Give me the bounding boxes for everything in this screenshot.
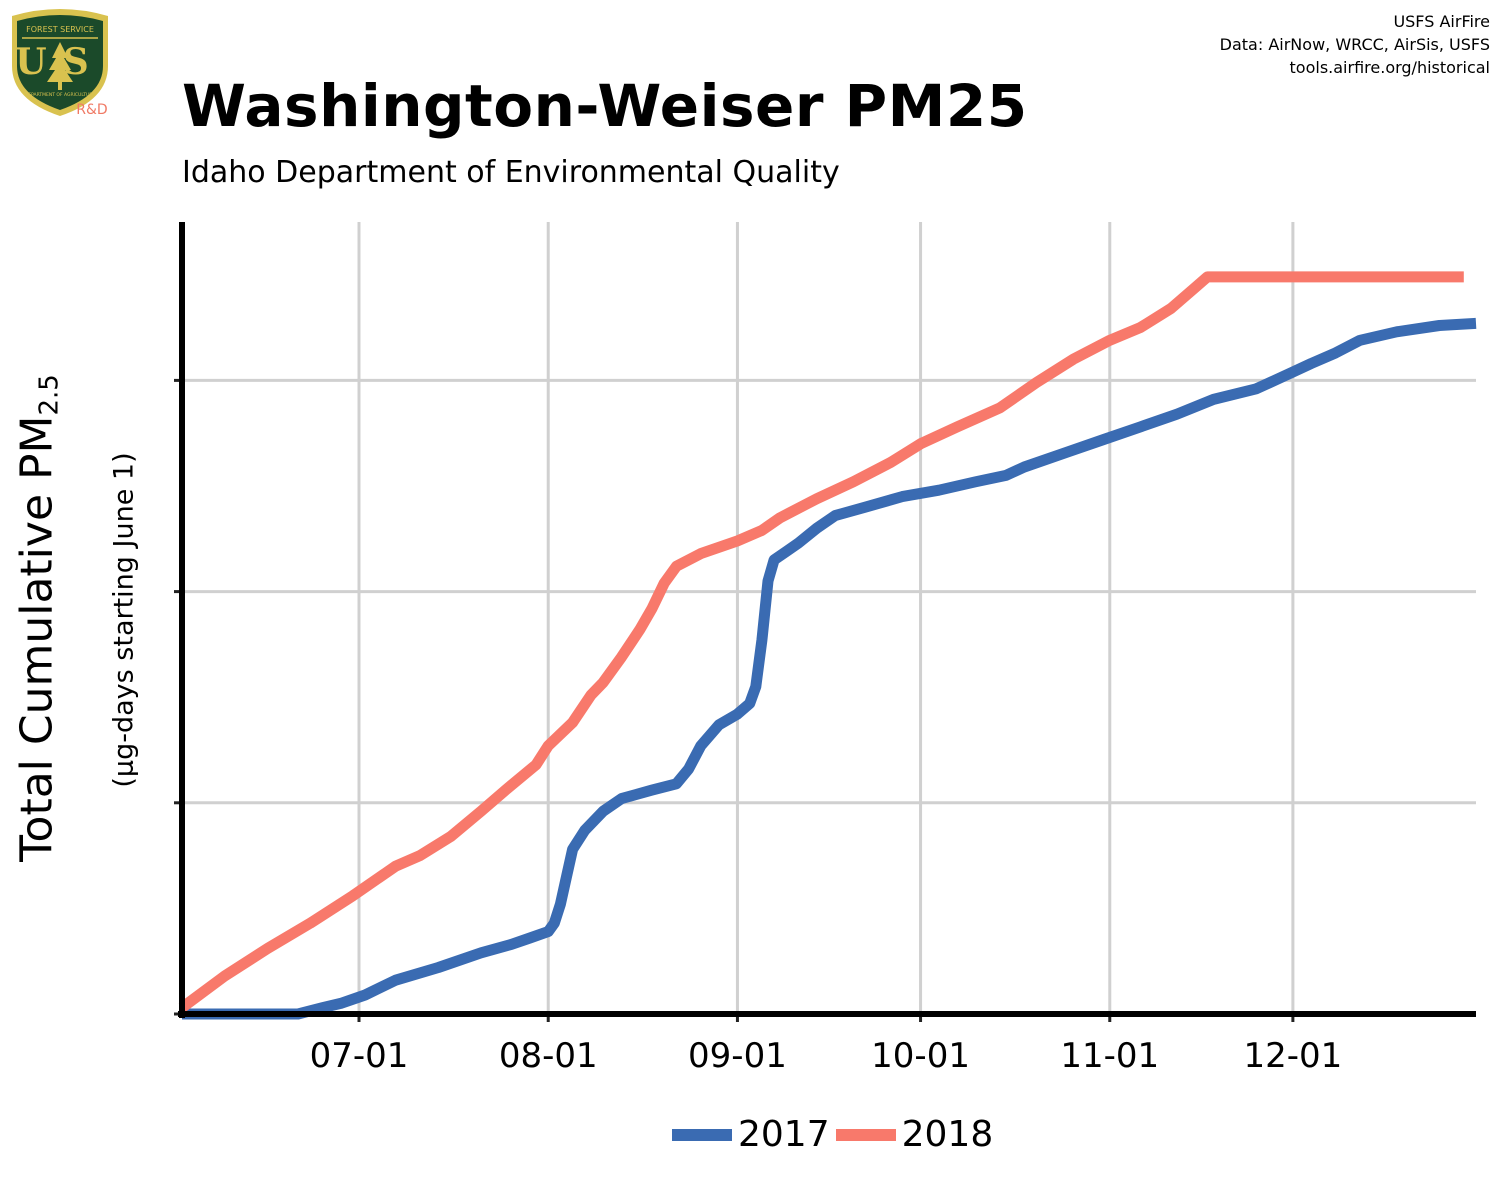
x-tick-label: 09-01 bbox=[688, 1036, 787, 1076]
logo-bottom-text: DEPARTMENT OF AGRICULTURE bbox=[25, 92, 96, 98]
legend-label-2017: 2017 bbox=[738, 1114, 830, 1155]
legend-swatch-2018 bbox=[835, 1128, 896, 1141]
x-tick-label: 11-01 bbox=[1060, 1036, 1159, 1076]
legend-item-2017: 2017 bbox=[672, 1114, 830, 1155]
credit-line-data: Data: AirNow, WRCC, AirSis, USFS bbox=[1219, 35, 1490, 54]
credit-line-org: USFS AirFire bbox=[1393, 12, 1490, 31]
x-tick-label: 08-01 bbox=[499, 1036, 598, 1076]
x-tick-label: 07-01 bbox=[310, 1036, 409, 1076]
legend-label-2018: 2018 bbox=[901, 1114, 994, 1155]
chart-title: Washington-Weiser PM25 bbox=[182, 72, 1028, 140]
logo-top-text: FOREST SERVICE bbox=[26, 25, 94, 34]
grid-lines bbox=[182, 222, 1476, 1014]
chart-subtitle: Idaho Department of Environmental Qualit… bbox=[182, 155, 840, 190]
legend: 2017 2018 bbox=[672, 1114, 999, 1155]
credit-line-url: tools.airfire.org/historical bbox=[1289, 58, 1490, 77]
logo-rd-text: R&D bbox=[76, 102, 107, 118]
legend-item-2018: 2018 bbox=[835, 1114, 994, 1155]
x-tick-label: 10-01 bbox=[871, 1036, 970, 1076]
x-tick-label: 12-01 bbox=[1243, 1036, 1342, 1076]
series-line-2018 bbox=[178, 271, 1464, 1013]
series-line-2017 bbox=[182, 317, 1477, 1020]
series-lines bbox=[178, 271, 1477, 1020]
usfs-shield-logo: US FOREST SERVICE DEPARTMENT OF AGRICULT… bbox=[12, 9, 108, 118]
legend-swatch-2017 bbox=[672, 1128, 732, 1141]
credits: USFS AirFire Data: AirNow, WRCC, AirSis,… bbox=[1220, 10, 1490, 79]
axes bbox=[174, 222, 1476, 1022]
x-tick-labels: 07-01 08-01 09-01 10-01 11-01 12-01 bbox=[310, 1036, 1343, 1076]
